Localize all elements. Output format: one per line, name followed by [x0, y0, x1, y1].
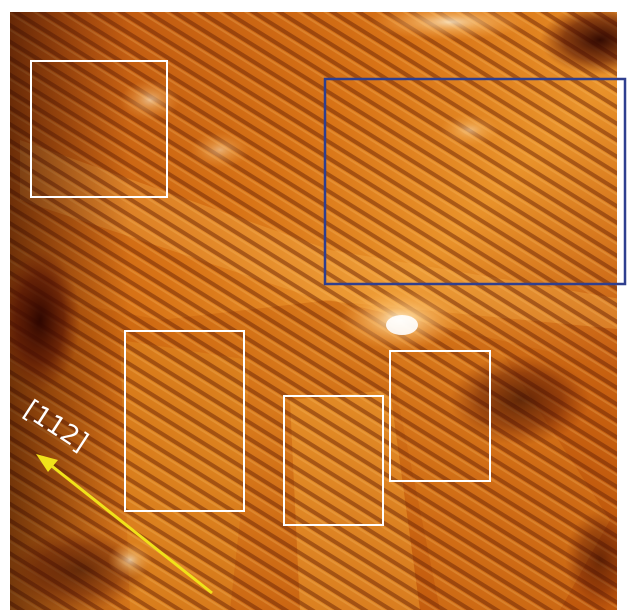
region-box-white-2: [124, 330, 245, 512]
direction-arrow: [36, 454, 213, 595]
scan-area: [10, 12, 617, 610]
region-box-white-3: [283, 395, 384, 526]
region-box-white-4: [389, 350, 491, 482]
region-box-blue: [323, 77, 627, 286]
region-box-white-1: [30, 60, 168, 198]
